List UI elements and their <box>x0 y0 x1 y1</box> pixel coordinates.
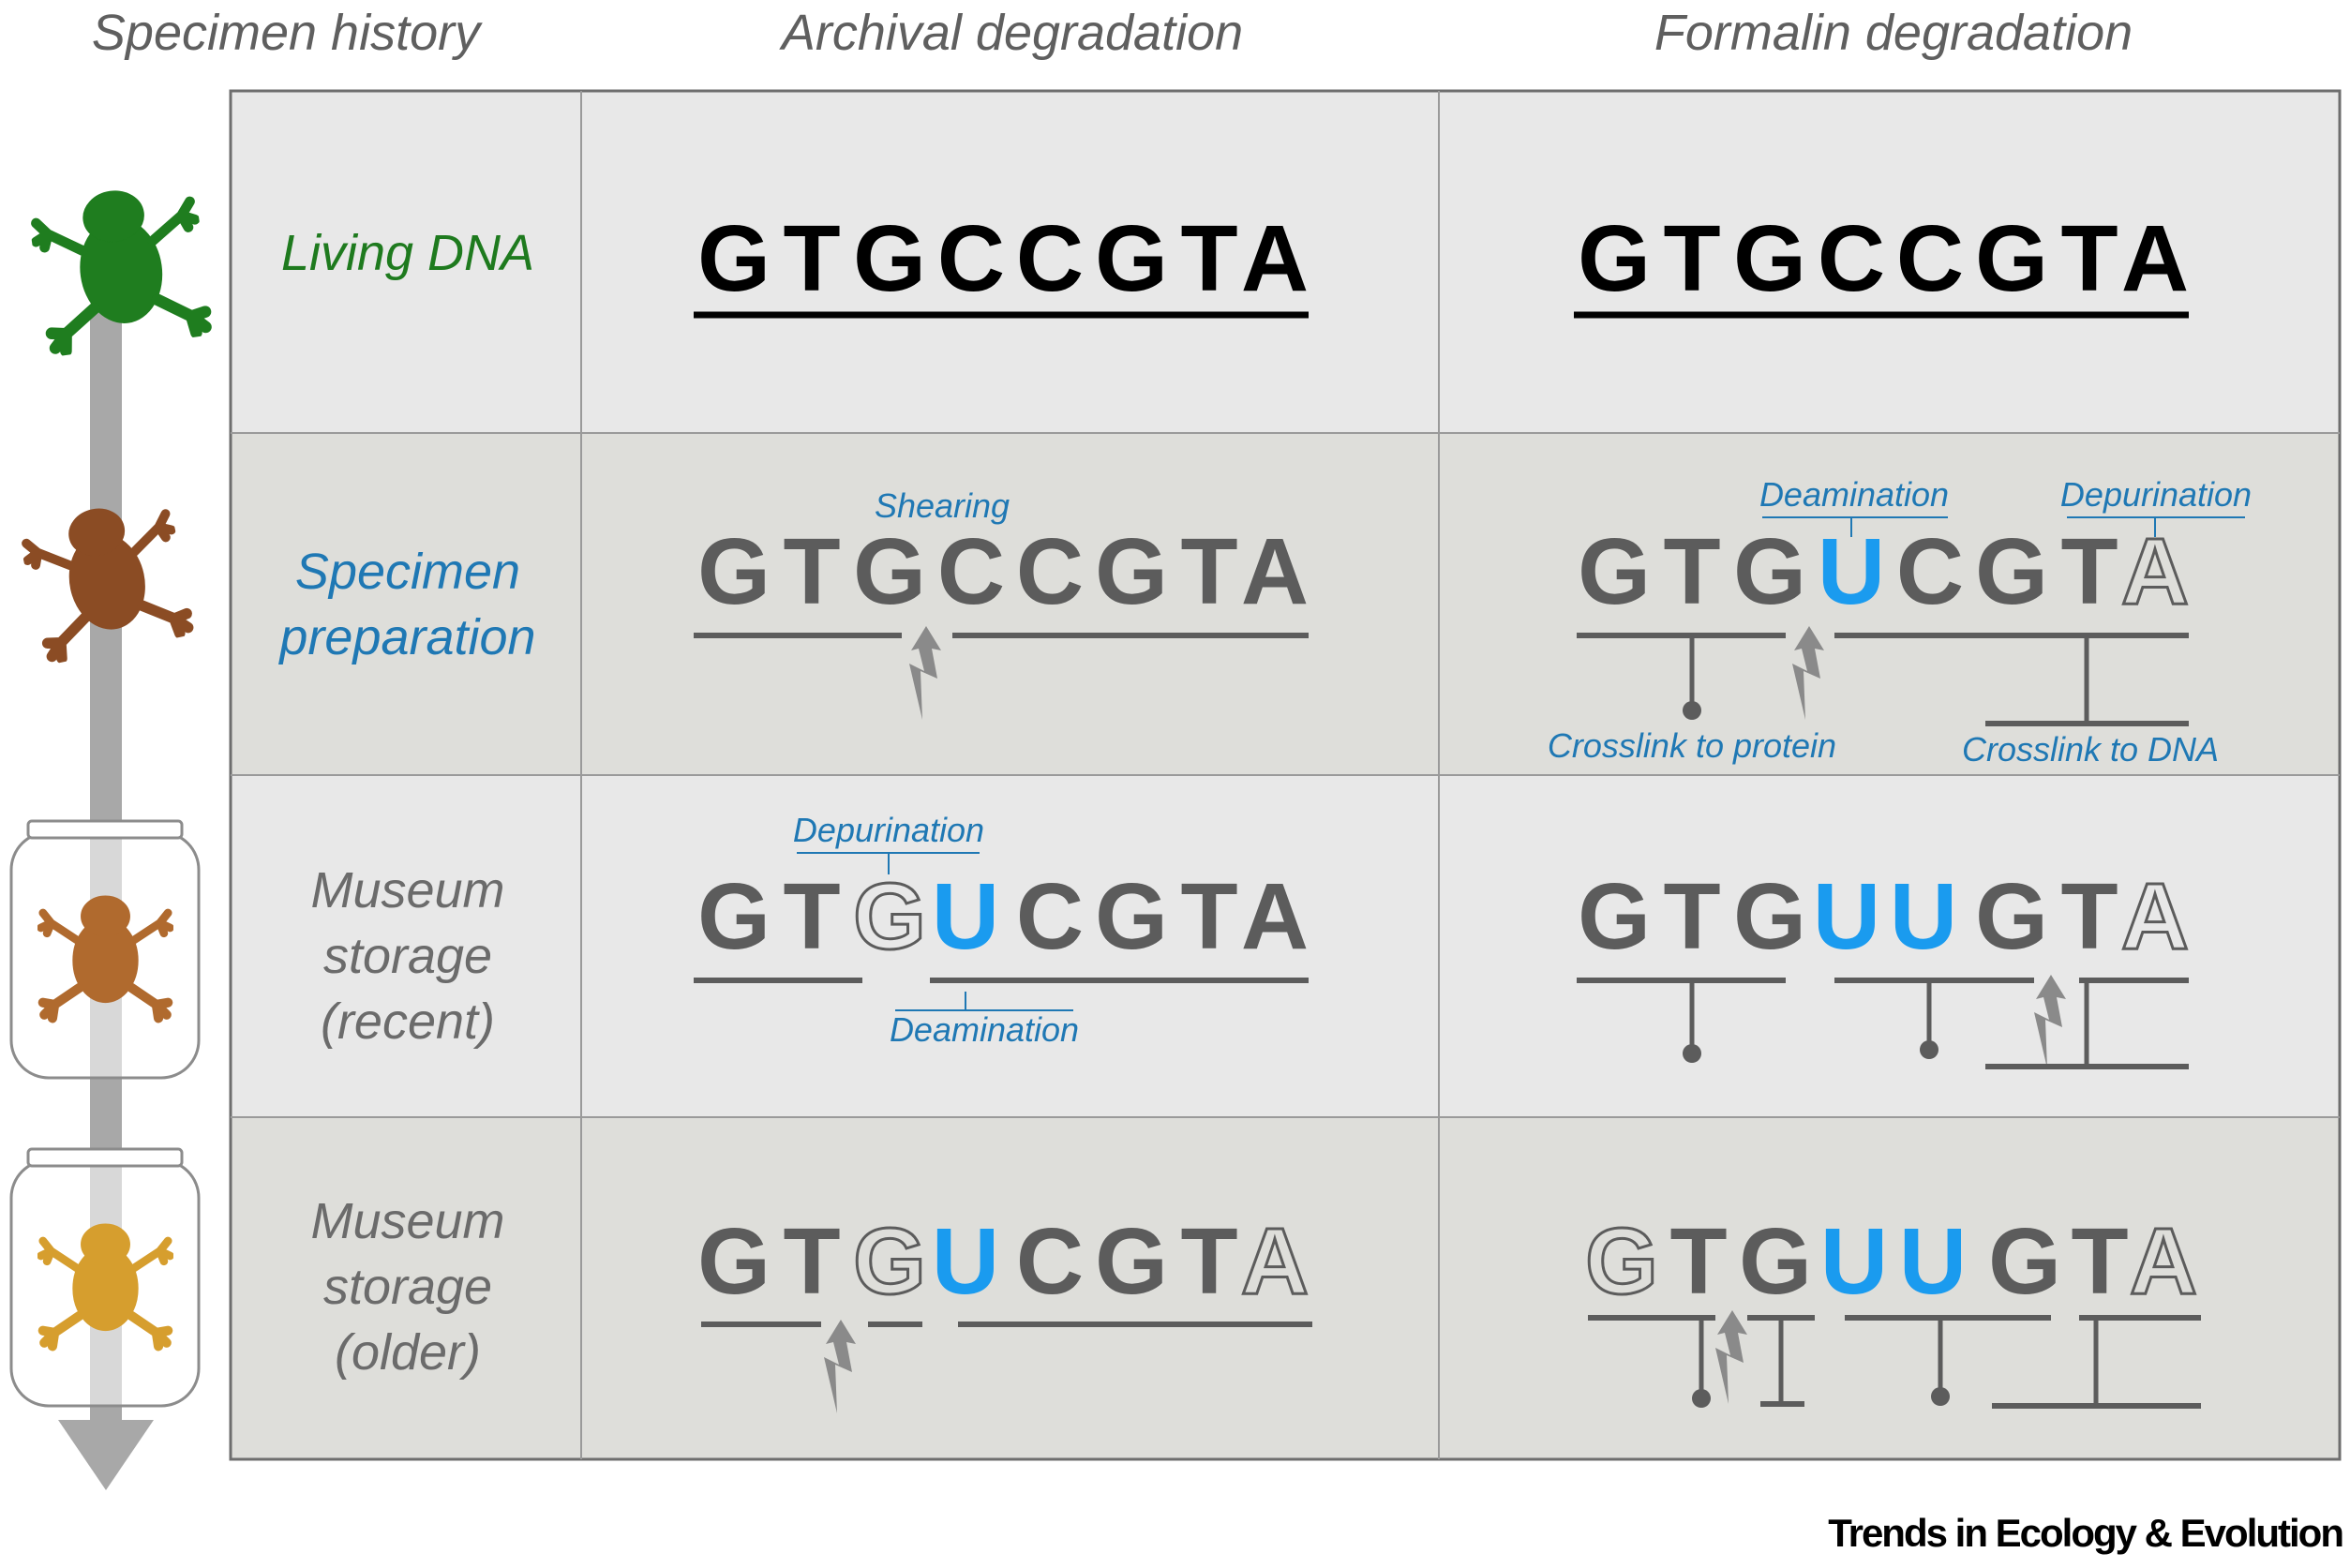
seq-living-archival: G T G C C G T A <box>697 206 1309 311</box>
base: T <box>783 1209 840 1314</box>
base-uracil: U <box>1899 1209 1967 1314</box>
table <box>229 89 2342 1461</box>
annotation-crosslink-protein: Crosslink to protein <box>1548 726 1836 765</box>
base-depurinated: A <box>1241 1209 1309 1314</box>
base: C <box>1016 864 1084 969</box>
base: T <box>1180 206 1237 311</box>
base: C <box>937 519 1005 624</box>
base: T <box>2060 864 2118 969</box>
base: G <box>697 864 771 969</box>
base: G <box>1095 1209 1168 1314</box>
base: C <box>1016 519 1084 624</box>
base: G <box>697 206 771 311</box>
base: G <box>1739 1209 1812 1314</box>
base: T <box>1663 519 1720 624</box>
header-formalin-degradation: Formalin degradation <box>1654 5 2133 61</box>
base: G <box>1578 864 1651 969</box>
base: G <box>1975 864 2048 969</box>
annotation-shearing: Shearing <box>875 486 1010 525</box>
base: A <box>1241 864 1309 969</box>
seq-older-archival: G T G U C G T A <box>697 1208 1310 1316</box>
base: C <box>1016 1209 1084 1314</box>
base-depurinated: G <box>1585 1209 1658 1314</box>
base-uracil: U <box>1820 1209 1888 1314</box>
annotation-depurination: Depurination <box>793 811 984 849</box>
jar-frog-orange-icon <box>9 819 201 1080</box>
base: T <box>2071 1209 2128 1314</box>
base: T <box>2060 519 2118 624</box>
base-uracil: U <box>932 864 999 969</box>
base: G <box>1733 864 1806 969</box>
seq-prep-archival: G T G C C G T A <box>697 519 1309 624</box>
base: T <box>1669 1209 1727 1314</box>
annotation-deamination: Deamination <box>1759 475 1949 514</box>
base-depurinated: G <box>853 864 926 969</box>
base: A <box>2121 206 2189 311</box>
base: G <box>1975 206 2048 311</box>
base: G <box>1095 864 1168 969</box>
seq-recent-formalin: G T G U U G T A <box>1578 863 2191 971</box>
base: C <box>1818 206 1885 311</box>
base: T <box>1663 864 1720 969</box>
base: T <box>1180 864 1237 969</box>
base-uracil: U <box>1813 864 1880 969</box>
row-label-specimen-preparation: Specimen preparation <box>279 544 536 665</box>
base: G <box>1733 206 1806 311</box>
header-specimen-history: Specimen history <box>91 5 481 61</box>
base: G <box>1988 1209 2061 1314</box>
base: T <box>1180 1209 1237 1314</box>
base: T <box>783 206 840 311</box>
base: G <box>1095 519 1168 624</box>
base-depurinated: A <box>2121 864 2189 969</box>
base: A <box>1241 206 1309 311</box>
row-label-living-dna: Living DNA <box>280 225 535 281</box>
base: T <box>783 864 840 969</box>
seq-prep-formalin: G T G U C G T A <box>1578 518 2191 626</box>
seq-older-formalin: G T G U U G T A <box>1584 1208 2199 1316</box>
journal-footer: Trends in Ecology & Evolution <box>1828 1511 2344 1555</box>
base: G <box>853 206 926 311</box>
seq-recent-archival: G T G U C G T A <box>697 863 1309 971</box>
base: G <box>1095 206 1168 311</box>
base: C <box>1896 206 1964 311</box>
base-uracil: U <box>1890 864 1957 969</box>
base: G <box>1578 206 1651 311</box>
base: G <box>1578 519 1651 624</box>
base: G <box>853 519 926 624</box>
base: C <box>1896 519 1964 624</box>
base-depurinated: A <box>2130 1209 2197 1314</box>
base: G <box>697 519 771 624</box>
jar-frog-yellow-icon <box>9 1147 201 1408</box>
seq-living-formalin: G T G C C G T A <box>1578 206 2189 311</box>
base: G <box>1733 519 1806 624</box>
base: T <box>1180 519 1237 624</box>
base: C <box>1016 206 1084 311</box>
base: A <box>1241 519 1309 624</box>
base-uracil: U <box>932 1209 999 1314</box>
header-archival-degradation: Archival degradation <box>781 5 1244 61</box>
base: G <box>1975 519 2048 624</box>
annotation-deamination: Deamination <box>890 1010 1079 1049</box>
annotation-depurination: Depurination <box>2060 475 2252 514</box>
base: G <box>697 1209 771 1314</box>
base-depurinated: G <box>853 1209 926 1314</box>
row-label-museum-storage-older: Museum storage (older) <box>310 1193 505 1381</box>
base: T <box>1663 206 1720 311</box>
base: C <box>937 206 1005 311</box>
annotation-crosslink-dna: Crosslink to DNA <box>1962 730 2219 769</box>
base: T <box>783 519 840 624</box>
row-label-museum-storage-recent: Museum storage (recent) <box>310 862 505 1050</box>
base: T <box>2060 206 2118 311</box>
